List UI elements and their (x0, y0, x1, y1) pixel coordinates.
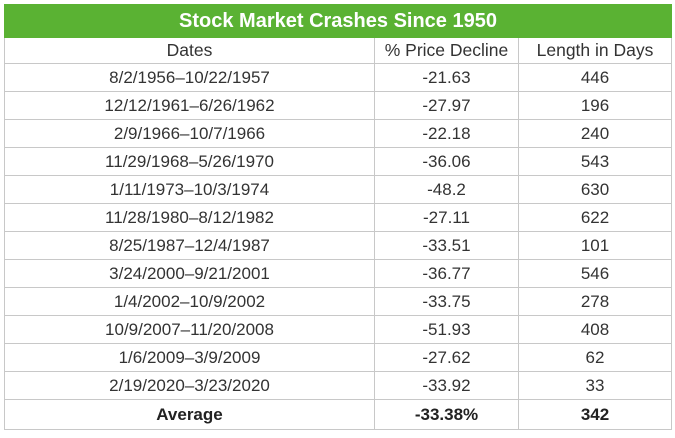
cell-length-days: 196 (517, 91, 673, 120)
table-row: 11/29/1968–5/26/1970 -36.06 543 (4, 147, 673, 176)
cell-price-decline: -27.97 (374, 91, 519, 120)
table-row: 12/12/1961–6/26/1962 -27.97 196 (4, 91, 673, 120)
cell-dates: 8/25/1987–12/4/1987 (4, 231, 375, 260)
table-row: 1/11/1973–10/3/1974 -48.2 630 (4, 175, 673, 204)
crashes-table-container: Stock Market Crashes Since 1950 Dates % … (3, 4, 673, 433)
cell-length-days: 546 (517, 259, 673, 288)
cell-length-days: 101 (517, 231, 673, 260)
table-row: 8/2/1956–10/22/1957 -21.63 446 (4, 63, 673, 92)
cell-length-days: 408 (517, 315, 673, 344)
table-row: 1/4/2002–10/9/2002 -33.75 278 (4, 287, 673, 316)
cell-price-decline: -33.75 (374, 287, 519, 316)
column-header-dates: Dates (4, 37, 375, 64)
table-row: 1/6/2009–3/9/2009 -27.62 62 (4, 343, 673, 372)
cell-dates: 8/2/1956–10/22/1957 (4, 63, 375, 92)
cell-dates: 12/12/1961–6/26/1962 (4, 91, 375, 120)
cell-price-decline: -27.62 (374, 343, 519, 372)
cell-price-decline: -51.93 (374, 315, 519, 344)
cell-dates: 11/29/1968–5/26/1970 (4, 147, 375, 176)
table-row: 8/25/1987–12/4/1987 -33.51 101 (4, 231, 673, 260)
cell-price-decline: -48.2 (374, 175, 519, 204)
average-row: Average -33.38% 342 (4, 399, 673, 430)
cell-dates: 3/24/2000–9/21/2001 (4, 259, 375, 288)
cell-dates: 1/4/2002–10/9/2002 (4, 287, 375, 316)
cell-dates: 1/11/1973–10/3/1974 (4, 175, 375, 204)
cell-length-days: 446 (517, 63, 673, 92)
cell-price-decline: -33.92 (374, 371, 519, 400)
cell-length-days: 278 (517, 287, 673, 316)
table-row: 2/9/1966–10/7/1966 -22.18 240 (4, 119, 673, 148)
cell-price-decline: -33.51 (374, 231, 519, 260)
cell-dates: 2/19/2020–3/23/2020 (4, 371, 375, 400)
average-label: Average (4, 399, 375, 430)
table-row: 3/24/2000–9/21/2001 -36.77 546 (4, 259, 673, 288)
cell-length-days: 622 (517, 203, 673, 232)
cell-length-days: 33 (517, 371, 673, 400)
table-row: 10/9/2007–11/20/2008 -51.93 408 (4, 315, 673, 344)
cell-length-days: 62 (517, 343, 673, 372)
cell-price-decline: -21.63 (374, 63, 519, 92)
crashes-table: Stock Market Crashes Since 1950 Dates % … (3, 4, 673, 430)
cell-price-decline: -36.06 (374, 147, 519, 176)
column-header-row: Dates % Price Decline Length in Days (4, 37, 673, 64)
table-title: Stock Market Crashes Since 1950 (3, 4, 673, 38)
average-price-decline: -33.38% (374, 399, 519, 430)
title-row: Stock Market Crashes Since 1950 (3, 4, 673, 38)
cell-dates: 1/6/2009–3/9/2009 (4, 343, 375, 372)
cell-dates: 2/9/1966–10/7/1966 (4, 119, 375, 148)
average-length-days: 342 (517, 399, 673, 430)
table-row: 11/28/1980–8/12/1982 -27.11 622 (4, 203, 673, 232)
cell-dates: 10/9/2007–11/20/2008 (4, 315, 375, 344)
table-row: 2/19/2020–3/23/2020 -33.92 33 (4, 371, 673, 400)
cell-length-days: 240 (517, 119, 673, 148)
column-header-price-decline: % Price Decline (374, 37, 519, 64)
cell-price-decline: -36.77 (374, 259, 519, 288)
column-header-length-days: Length in Days (517, 37, 673, 64)
cell-price-decline: -22.18 (374, 119, 519, 148)
cell-length-days: 543 (517, 147, 673, 176)
cell-price-decline: -27.11 (374, 203, 519, 232)
cell-dates: 11/28/1980–8/12/1982 (4, 203, 375, 232)
cell-length-days: 630 (517, 175, 673, 204)
